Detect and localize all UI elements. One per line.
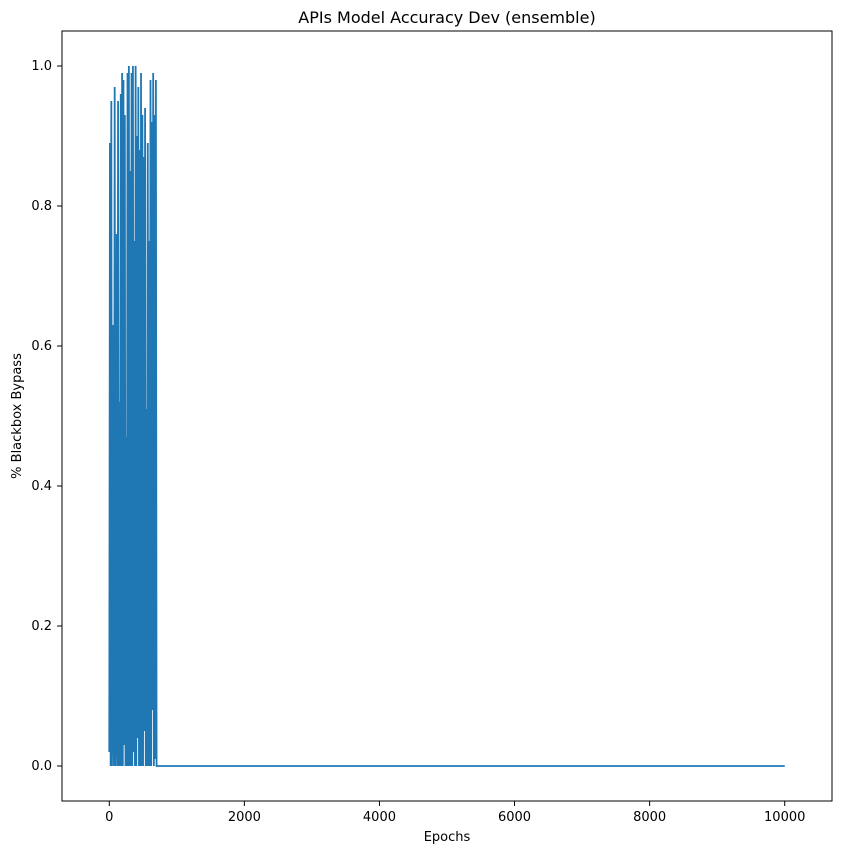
axes-frame xyxy=(61,30,833,802)
x-tick-label: 4000 xyxy=(363,810,396,825)
y-axis-ticks: 0.0 0.2 0.4 0.6 0.8 1.0 xyxy=(31,59,62,774)
y-tick-label: 0.6 xyxy=(31,339,52,354)
x-tick-label: 2000 xyxy=(228,810,261,825)
chart-title: APIs Model Accuracy Dev (ensemble) xyxy=(298,8,595,27)
y-tick-label: 1.0 xyxy=(31,59,52,74)
y-tick-label: 0.0 xyxy=(31,759,52,774)
x-tick-label: 10000 xyxy=(764,810,805,825)
y-axis-label: % Blackbox Bypass xyxy=(10,353,25,479)
series-line-0 xyxy=(108,65,785,767)
x-axis-ticks: 0 2000 4000 6000 8000 10000 xyxy=(105,801,805,825)
x-axis-label: Epochs xyxy=(424,830,471,845)
y-tick-label: 0.8 xyxy=(31,199,52,214)
x-tick-label: 6000 xyxy=(498,810,531,825)
series-layer xyxy=(108,65,785,767)
y-tick-label: 0.2 xyxy=(31,619,52,634)
y-tick-label: 0.4 xyxy=(31,479,52,494)
x-tick-label: 8000 xyxy=(633,810,666,825)
x-tick-label: 0 xyxy=(105,810,113,825)
